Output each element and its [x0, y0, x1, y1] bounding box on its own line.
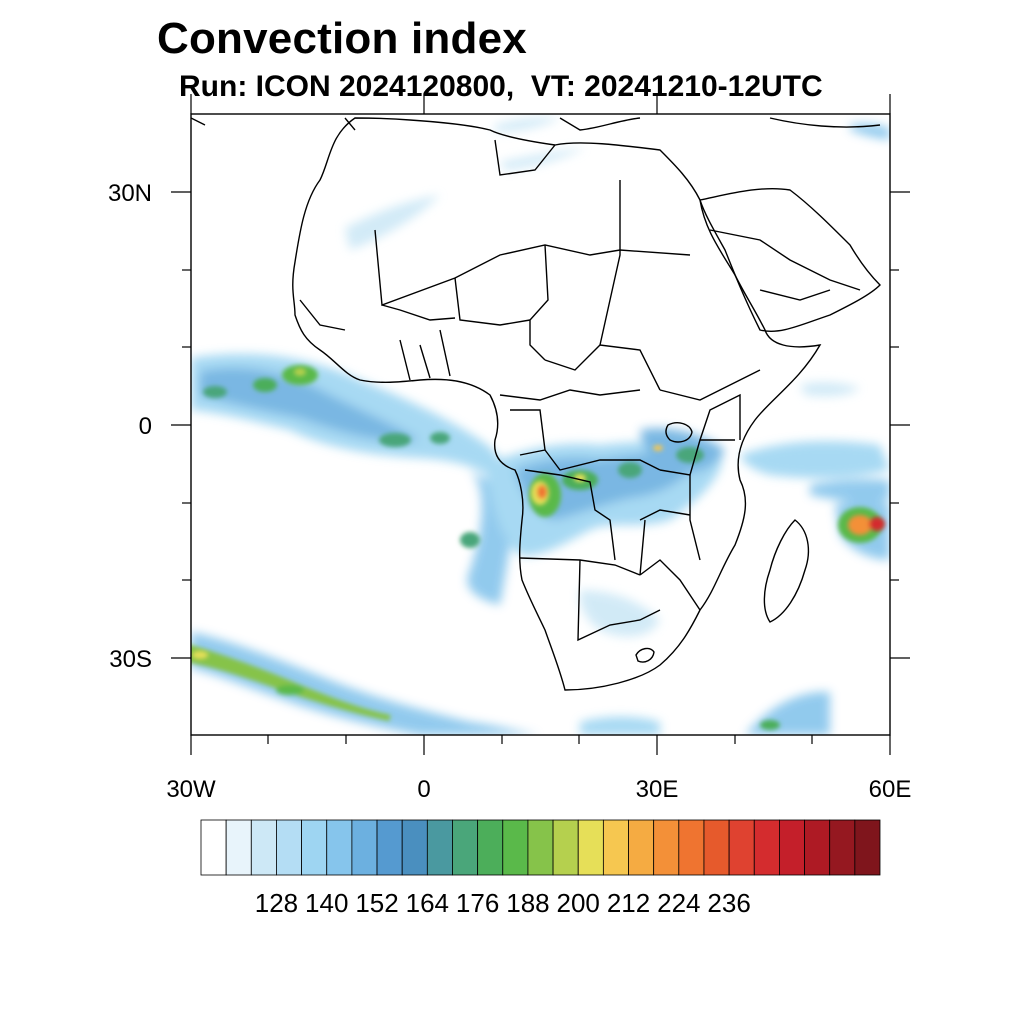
chart-title: Convection index [157, 14, 527, 63]
colorbar-box [200, 819, 227, 876]
colorbar-label: 212 [607, 888, 650, 918]
y-tick-label: 0 [139, 413, 152, 440]
colorbar-box [779, 819, 805, 876]
convection-field [191, 117, 890, 735]
chart-subtitle: Run: ICON 2024120800, VT: 20241210-12UTC [179, 70, 823, 103]
colorbar-box [653, 819, 680, 876]
colorbar-box [452, 819, 479, 876]
x-tick-label: 60E [869, 776, 912, 803]
colorbar-box [552, 819, 579, 876]
colorbar-label: 188 [506, 888, 549, 918]
colorbar-box [426, 819, 453, 876]
colorbar-box [527, 819, 554, 876]
colorbar-box [326, 819, 353, 876]
colorbar-box [628, 819, 655, 876]
y-tick-label: 30S [109, 646, 152, 673]
colorbar-box [401, 819, 428, 876]
colorbar-box [502, 819, 529, 876]
colorbar-box [477, 819, 504, 876]
colorbar-box [829, 819, 856, 876]
colorbar: 128 140 152 164 176 188 200 212 224 236 [200, 819, 881, 918]
colorbar-label: 152 [355, 888, 398, 918]
y-tick-label: 30N [108, 180, 152, 207]
colorbar-box [301, 819, 328, 876]
colorbar-box [276, 819, 302, 876]
colorbar-box [703, 819, 730, 876]
colorbar-label: 164 [406, 888, 449, 918]
colorbar-label: 236 [707, 888, 750, 918]
colorbar-box [804, 819, 831, 876]
colorbar-box [728, 819, 755, 876]
colorbar-box [753, 819, 780, 876]
colorbar-label: 200 [557, 888, 600, 918]
axis-ticks [171, 94, 910, 755]
colorbar-box [854, 819, 881, 876]
colorbar-box [602, 819, 629, 876]
country-borders [191, 117, 881, 691]
colorbar-box [225, 819, 252, 876]
colorbar-box [577, 819, 604, 876]
colorbar-box [376, 819, 403, 876]
colorbar-box [678, 819, 705, 876]
colorbar-label: 224 [657, 888, 700, 918]
colorbar-box [250, 819, 277, 876]
colorbar-label: 140 [305, 888, 348, 918]
x-tick-label: 30W [166, 776, 216, 803]
x-tick-label: 0 [417, 776, 430, 803]
colorbar-box [351, 819, 378, 876]
colorbar-label: 176 [456, 888, 499, 918]
x-tick-label: 30E [636, 776, 679, 803]
colorbar-label: 128 [255, 888, 298, 918]
